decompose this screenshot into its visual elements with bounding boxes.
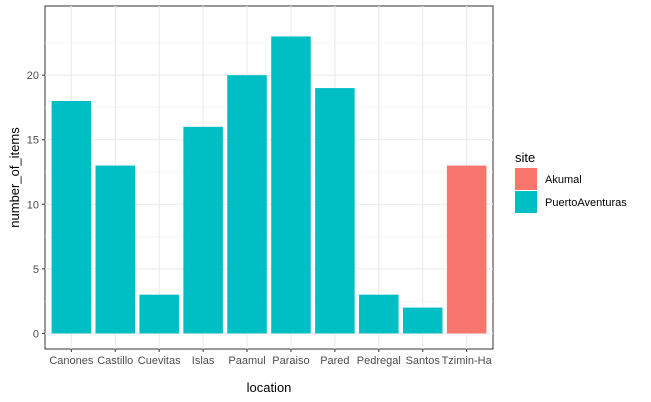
bar-pedregal [359, 294, 399, 334]
y-tick-label: 10 [27, 199, 39, 211]
bar-tzimin-ha [446, 165, 487, 334]
x-tick-label: Santos [406, 355, 441, 367]
x-tick-label: Tzimin-Ha [442, 355, 493, 367]
bar-paamul [227, 75, 267, 334]
legend-label: PuertoAventuras [545, 197, 627, 209]
x-tick-label: Cuevitas [138, 355, 181, 367]
x-tick-label: Paamul [228, 355, 265, 367]
legend-key-puertoaventuras [515, 191, 537, 213]
bar-islas [183, 126, 223, 334]
legend: site Akumal PuertoAventuras [515, 150, 627, 213]
y-tick-label: 0 [33, 328, 39, 340]
y-tick-label: 20 [27, 70, 39, 82]
bar-canones [51, 100, 92, 334]
x-axis-title: location [247, 380, 292, 395]
y-axis-title: number_of_items [7, 127, 22, 228]
bar-paraiso [271, 36, 311, 334]
bar-pared [315, 88, 355, 334]
bar-santos [402, 307, 443, 334]
bar-castillo [95, 165, 136, 334]
y-tick-label: 5 [33, 264, 39, 276]
bar-cuevitas [139, 294, 179, 334]
y-axis-ticks: 0 5 10 15 20 [27, 70, 45, 340]
x-tick-label: Castillo [97, 355, 133, 367]
x-tick-label: Pared [320, 355, 349, 367]
x-tick-label: Canones [49, 355, 94, 367]
x-tick-label: Pedregal [357, 355, 401, 367]
legend-title: site [515, 150, 535, 165]
legend-key-akumal [515, 168, 537, 190]
legend-label: Akumal [545, 174, 582, 186]
bars [51, 36, 487, 334]
x-tick-label: Paraiso [272, 355, 309, 367]
y-tick-label: 15 [27, 135, 39, 147]
x-axis-ticks: Canones Castillo Cuevitas Islas Paamul Parais… [49, 349, 493, 367]
x-tick-label: Islas [192, 355, 215, 367]
